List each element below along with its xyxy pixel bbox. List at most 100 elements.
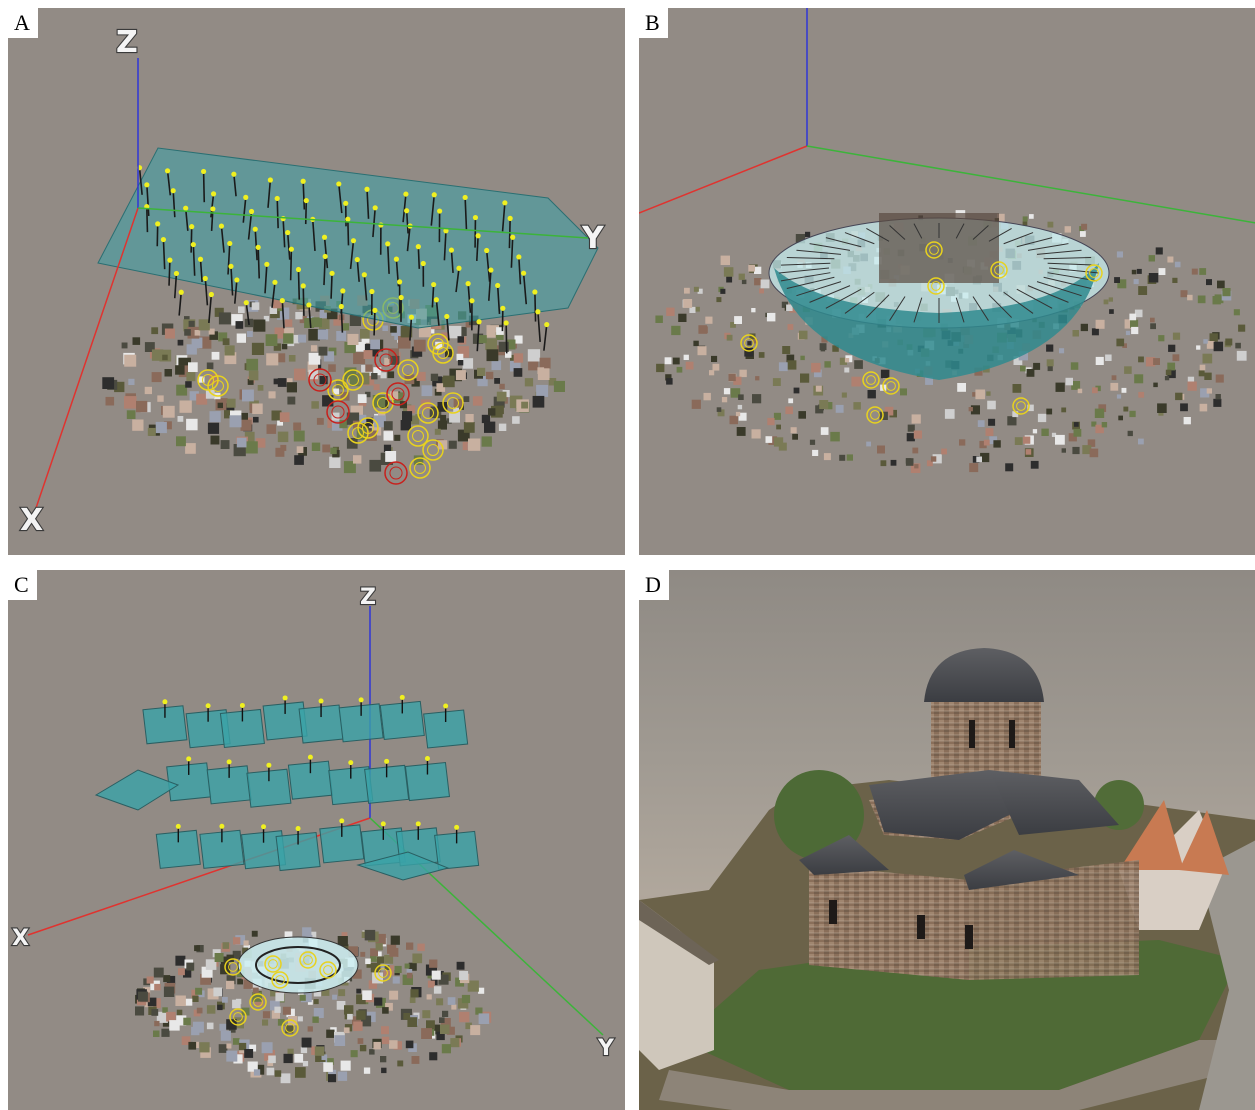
point-cloud-sample (330, 447, 337, 455)
camera-stem (518, 256, 522, 285)
camera-stem (173, 273, 178, 299)
gcp-marker (427, 333, 449, 355)
point-cloud-sample (179, 400, 192, 413)
point-cloud-sample (433, 986, 442, 994)
point-cloud-sample (350, 1050, 358, 1058)
point-cloud-sample (1235, 342, 1241, 349)
point-cloud-sample (786, 354, 795, 363)
x-axis-line (639, 145, 808, 214)
point-cloud-sample (176, 436, 186, 447)
point-cloud-sample (321, 1054, 328, 1060)
gcp-marker-inner (268, 959, 278, 969)
point-cloud-sample (478, 987, 485, 994)
point-cloud-sample (851, 376, 862, 387)
camera-marker (338, 303, 344, 310)
camera-marker (272, 279, 278, 285)
gcp-marker-inner (303, 955, 313, 965)
point-cloud-sample (434, 388, 442, 396)
point-cloud-sample (290, 334, 300, 344)
point-cloud-sample (439, 1017, 445, 1023)
point-cloud-sample (294, 455, 304, 465)
point-cloud-sample (1013, 356, 1023, 365)
point-cloud-sample (819, 343, 827, 351)
point-cloud-sample (105, 396, 115, 406)
gcp-marker (229, 1008, 247, 1026)
point-cloud-sample (156, 1011, 168, 1023)
point-cloud-sample (266, 1067, 275, 1076)
camera-ray (1027, 285, 1069, 303)
point-cloud-sample (985, 428, 994, 436)
point-cloud-sample (1199, 268, 1207, 275)
point-cloud-sample (986, 391, 991, 396)
point-cloud-sample (302, 927, 312, 937)
camera-stem (522, 273, 528, 305)
point-cloud-sample (1138, 391, 1145, 398)
point-cloud-sample (242, 389, 254, 402)
point-cloud-sample (242, 947, 249, 954)
point-cloud-sample (268, 1055, 276, 1064)
point-cloud-sample (312, 1016, 319, 1023)
point-cloud-sample (194, 945, 200, 952)
camera-marker (437, 208, 443, 214)
point-cloud-sample (705, 316, 713, 324)
point-cloud-sample (369, 459, 382, 472)
camera-marker (345, 216, 351, 222)
point-cloud-sample (521, 401, 528, 409)
gcp-marker-inner (377, 397, 389, 409)
point-cloud-sample (723, 388, 731, 395)
point-cloud-sample (959, 439, 966, 446)
point-cloud-sample (467, 980, 479, 992)
point-cloud-sample (462, 441, 471, 451)
point-cloud-sample (183, 969, 192, 978)
point-cloud-sample (664, 357, 672, 365)
point-cloud-sample (284, 319, 293, 327)
point-cloud-sample (1101, 422, 1108, 428)
gcp-marker-inner (414, 462, 426, 474)
point-cloud-sample (284, 931, 293, 940)
point-cloud-sample (1180, 403, 1188, 412)
point-cloud-sample (844, 358, 850, 363)
point-cloud-sample (703, 392, 711, 401)
camera-marker (267, 177, 273, 183)
point-cloud-sample (343, 944, 349, 950)
y-axis-line (806, 145, 1255, 224)
camera-stem (178, 292, 183, 316)
point-cloud-sample (1092, 387, 1098, 394)
point-cloud-sample (463, 396, 470, 402)
point-cloud-sample (266, 424, 277, 434)
point-cloud-sample (481, 436, 492, 447)
point-cloud-sample (728, 373, 736, 382)
point-cloud-sample (274, 327, 286, 339)
point-cloud-sample (440, 414, 447, 421)
camera-marker (507, 215, 513, 221)
camera-marker (336, 181, 342, 187)
gcp-marker (374, 964, 392, 982)
point-cloud-sample (328, 1069, 337, 1078)
point-cloud-sample (462, 358, 474, 369)
point-cloud-sample (900, 388, 907, 396)
camera-marker (465, 281, 471, 287)
point-cloud-sample (729, 415, 738, 425)
point-cloud-sample (176, 1015, 187, 1026)
point-cloud-sample (231, 314, 243, 326)
point-cloud-sample (153, 967, 164, 978)
camera-plane (275, 832, 321, 872)
point-cloud-sample (347, 1013, 353, 1020)
point-cloud-sample (385, 1002, 393, 1011)
point-cloud-sample (151, 349, 164, 361)
gcp-marker-inner (427, 444, 439, 456)
point-cloud-sample (744, 347, 754, 357)
point-cloud-sample (1073, 428, 1082, 437)
point-cloud-sample (213, 987, 223, 997)
camera-stem (356, 259, 360, 282)
point-cloud-sample (372, 395, 386, 408)
point-cloud-sample (370, 962, 381, 973)
x-axis-line (35, 207, 139, 509)
camera-marker (469, 298, 475, 304)
point-cloud-sample (176, 1009, 183, 1016)
camera-ray (780, 262, 831, 266)
camera-marker (189, 224, 195, 230)
point-cloud-sample (717, 409, 725, 417)
point-cloud-sample (730, 388, 741, 398)
point-cloud-sample (348, 946, 358, 956)
